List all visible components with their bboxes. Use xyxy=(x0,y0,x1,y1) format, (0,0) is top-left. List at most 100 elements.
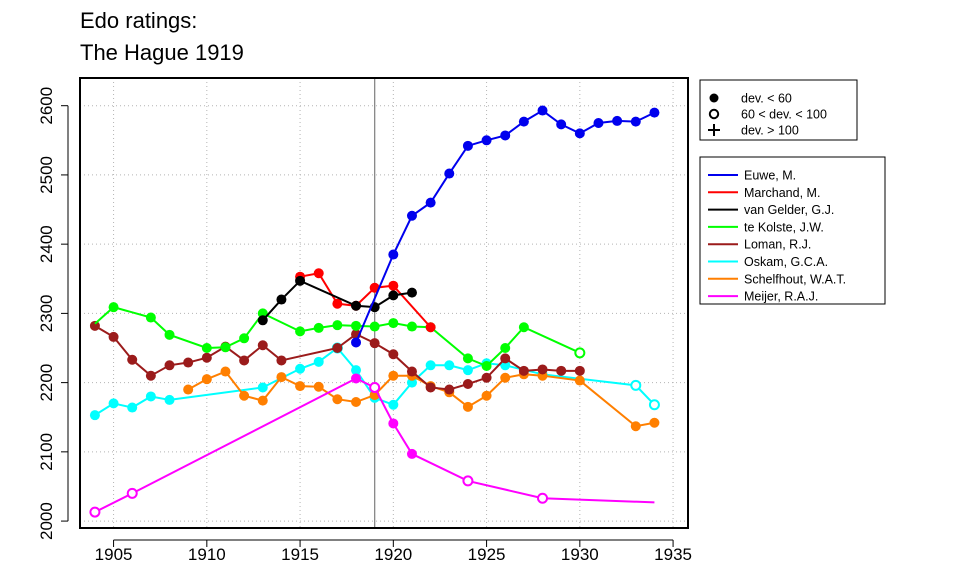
data-point xyxy=(574,128,585,139)
data-point xyxy=(425,322,436,333)
data-point xyxy=(257,395,268,406)
data-point xyxy=(239,390,250,401)
marker-legend-item: 60 < dev. < 100 xyxy=(708,108,827,122)
marker-legend-label: 60 < dev. < 100 xyxy=(741,108,827,122)
data-point xyxy=(332,320,343,331)
open-circle-icon xyxy=(708,108,720,120)
chart-title-line-1: Edo ratings: xyxy=(80,8,198,33)
data-point xyxy=(462,475,474,487)
data-point xyxy=(313,356,324,367)
data-point xyxy=(351,365,362,376)
data-point xyxy=(351,373,362,384)
data-point xyxy=(388,280,399,291)
x-tick-label: 1915 xyxy=(281,545,319,564)
data-point xyxy=(425,197,436,208)
x-tick-label: 1930 xyxy=(561,545,599,564)
legend-item-te-kolste-j-w: te Kolste, J.W. xyxy=(708,220,824,234)
data-point xyxy=(612,115,623,126)
legend-label: te Kolste, J.W. xyxy=(744,220,824,234)
axes: 1905 1910 1915 1920 1925 1930 1935 2000 2100 2200… xyxy=(37,87,692,564)
series-loman-r-j xyxy=(89,320,585,395)
data-point xyxy=(127,354,138,365)
data-point xyxy=(481,372,492,383)
data-point xyxy=(649,107,660,118)
data-point xyxy=(257,308,268,319)
data-point xyxy=(388,249,399,260)
data-point xyxy=(183,357,194,368)
data-point xyxy=(556,119,567,130)
data-point xyxy=(313,322,324,333)
data-point xyxy=(351,337,362,348)
data-point xyxy=(369,321,380,332)
data-point xyxy=(481,390,492,401)
series-te-kolste-j-w xyxy=(94,302,586,371)
data-point xyxy=(351,397,362,407)
grid xyxy=(80,78,688,528)
y-tick-label: 2200 xyxy=(37,364,56,402)
data-point xyxy=(201,343,212,353)
data-point xyxy=(145,312,156,323)
data-point xyxy=(462,401,473,412)
data-point xyxy=(388,399,399,410)
data-point xyxy=(444,384,455,395)
y-tick-label: 2500 xyxy=(37,156,56,194)
data-point xyxy=(574,375,585,386)
data-point xyxy=(164,360,175,371)
y-tick-label: 2600 xyxy=(37,87,56,125)
data-point xyxy=(500,130,511,141)
data-point xyxy=(145,391,156,402)
x-tick-label: 1910 xyxy=(188,545,226,564)
data-point xyxy=(332,343,343,353)
data-point xyxy=(201,374,212,385)
chart-title-line-2: The Hague 1919 xyxy=(80,40,244,65)
series-van-gelder-g-j xyxy=(257,275,417,326)
legend-item-schelfhout-w-a-t: Schelfhout, W.A.T. xyxy=(708,272,846,286)
data-point xyxy=(425,360,436,371)
data-point xyxy=(295,363,306,374)
y-tick-label: 2000 xyxy=(37,502,56,540)
data-point xyxy=(239,333,250,344)
data-point xyxy=(648,399,660,411)
data-point xyxy=(126,487,138,499)
data-point xyxy=(313,381,324,392)
data-point xyxy=(276,294,287,305)
data-point xyxy=(462,353,473,364)
y-tick-label: 2100 xyxy=(37,433,56,471)
data-point xyxy=(295,275,306,286)
data-point xyxy=(276,355,287,366)
filled-circle-icon xyxy=(709,93,719,103)
data-point xyxy=(630,379,642,391)
data-point xyxy=(518,116,529,127)
data-point xyxy=(425,382,436,393)
legend-label: Loman, R.J. xyxy=(744,238,811,252)
data-point xyxy=(406,210,417,221)
series-legend: Euwe, M. Marchand, M. van Gelder, G.J. te K… xyxy=(699,156,886,305)
data-point xyxy=(500,343,511,353)
legend-label: Meijer, R.A.J. xyxy=(744,290,818,304)
x-tick-label: 1925 xyxy=(468,545,506,564)
data-point xyxy=(369,381,381,393)
data-point xyxy=(351,320,362,331)
data-point xyxy=(406,287,417,298)
legend-item-oskam-g-c-a: Oskam, G.C.A. xyxy=(708,255,828,269)
data-point xyxy=(257,340,268,351)
data-point xyxy=(649,417,660,428)
data-point xyxy=(444,360,455,371)
data-point xyxy=(89,506,101,518)
data-point xyxy=(462,365,473,376)
series-meijer-r-a-j xyxy=(89,373,655,518)
marker-legend: dev. < 60 60 < dev. < 100 dev. > 100 xyxy=(699,79,858,141)
data-point xyxy=(481,361,492,371)
marker-legend-item: dev. < 60 xyxy=(709,92,792,106)
series-euwe-m xyxy=(351,105,660,348)
data-point xyxy=(406,448,417,459)
series-layer xyxy=(89,105,660,518)
marker-legend-box xyxy=(699,79,858,141)
data-point xyxy=(183,384,194,395)
data-point xyxy=(145,370,156,381)
data-point xyxy=(556,365,567,376)
data-point xyxy=(108,331,119,342)
data-point xyxy=(444,168,455,179)
legend-label: Schelfhout, W.A.T. xyxy=(744,272,846,286)
y-tick-label: 2400 xyxy=(37,225,56,263)
